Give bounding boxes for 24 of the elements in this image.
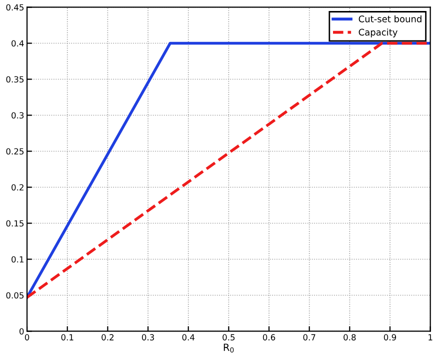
y-tick-label: 0.15 xyxy=(6,220,24,227)
x-axis-title: R$_{0}$ xyxy=(224,344,234,353)
x-tick-label: 1 xyxy=(428,334,432,340)
y-tick-label: 0.4 xyxy=(12,40,24,47)
y-tick-label: 0.3 xyxy=(12,112,24,119)
legend-label: Cut-set bound xyxy=(358,15,422,22)
x-tick-label: 0.3 xyxy=(142,334,154,340)
x-tick-label: 0.5 xyxy=(222,334,235,340)
y-tick-label: 0.05 xyxy=(6,292,24,299)
x-tick-label: 0.4 xyxy=(182,334,195,340)
legend-label: Capacity xyxy=(358,28,398,38)
y-tick-label: 0.45 xyxy=(6,4,24,11)
x-tick-label: 0 xyxy=(24,334,30,340)
y-tick-label: 0.25 xyxy=(6,148,24,155)
y-tick-label: 0.1 xyxy=(12,256,24,263)
y-tick-label: 0.2 xyxy=(12,184,24,191)
x-tick-label: 0.9 xyxy=(384,334,396,340)
x-tick-label: 0.8 xyxy=(344,334,356,340)
x-tick-label: 0.1 xyxy=(61,334,74,340)
x-tick-label: 0.2 xyxy=(102,334,114,340)
y-tick-label: 0 xyxy=(20,328,24,335)
x-tick-label: 0.6 xyxy=(262,334,276,340)
x-tick-label: 0.7 xyxy=(303,334,316,340)
y-tick-label: 0.35 xyxy=(6,76,24,83)
